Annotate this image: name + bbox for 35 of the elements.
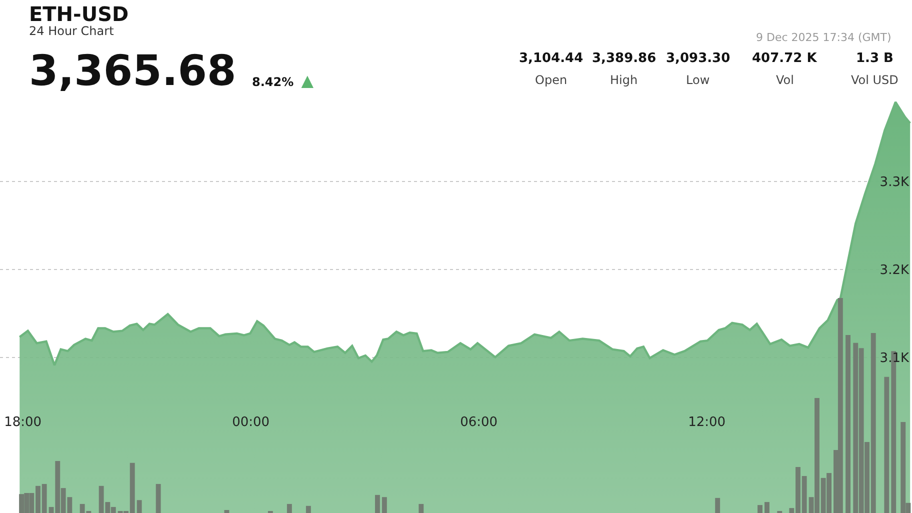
y-tick-label: 3.2K xyxy=(880,262,910,278)
annotation: 3,093.30 xyxy=(666,51,730,66)
bar xyxy=(306,506,311,513)
annotation: 8.42% ▲ xyxy=(252,71,314,90)
annotation: 9 Dec 2025 17:34 (GMT) xyxy=(756,31,892,44)
x-tick-label: 12:00 xyxy=(688,414,726,430)
annotation: Vol USD xyxy=(851,73,898,87)
annotation: 407.72 K xyxy=(752,51,818,66)
x-tick-label: 06:00 xyxy=(460,414,498,430)
bar xyxy=(136,500,142,513)
bar xyxy=(286,504,292,513)
bar xyxy=(884,376,890,513)
annotation: High xyxy=(610,73,638,87)
bar xyxy=(758,505,762,513)
annotation: Low xyxy=(686,73,710,87)
bar xyxy=(846,334,850,513)
x-tick-label: 00:00 xyxy=(232,414,270,430)
annotation: 1.3 B xyxy=(856,51,894,66)
bar xyxy=(418,504,424,513)
text: 24 Hour Chart xyxy=(29,24,114,38)
bar xyxy=(224,510,230,513)
bar xyxy=(715,498,720,513)
y-tick-label: 3.3K xyxy=(880,174,910,190)
annotation: 3,365.68 xyxy=(29,46,236,95)
y-tick-label: 3.1K xyxy=(880,350,910,366)
bar xyxy=(764,502,770,513)
annotation: 3,389.86 xyxy=(592,51,656,66)
bar xyxy=(838,298,843,513)
annotation: Vol xyxy=(776,73,794,87)
bar xyxy=(375,494,380,513)
bar xyxy=(156,484,161,513)
chart-title: ETH-USD xyxy=(29,2,129,26)
annotation: Open xyxy=(535,73,568,87)
annotation: 3,104.44 xyxy=(519,51,584,66)
bar xyxy=(382,497,387,513)
